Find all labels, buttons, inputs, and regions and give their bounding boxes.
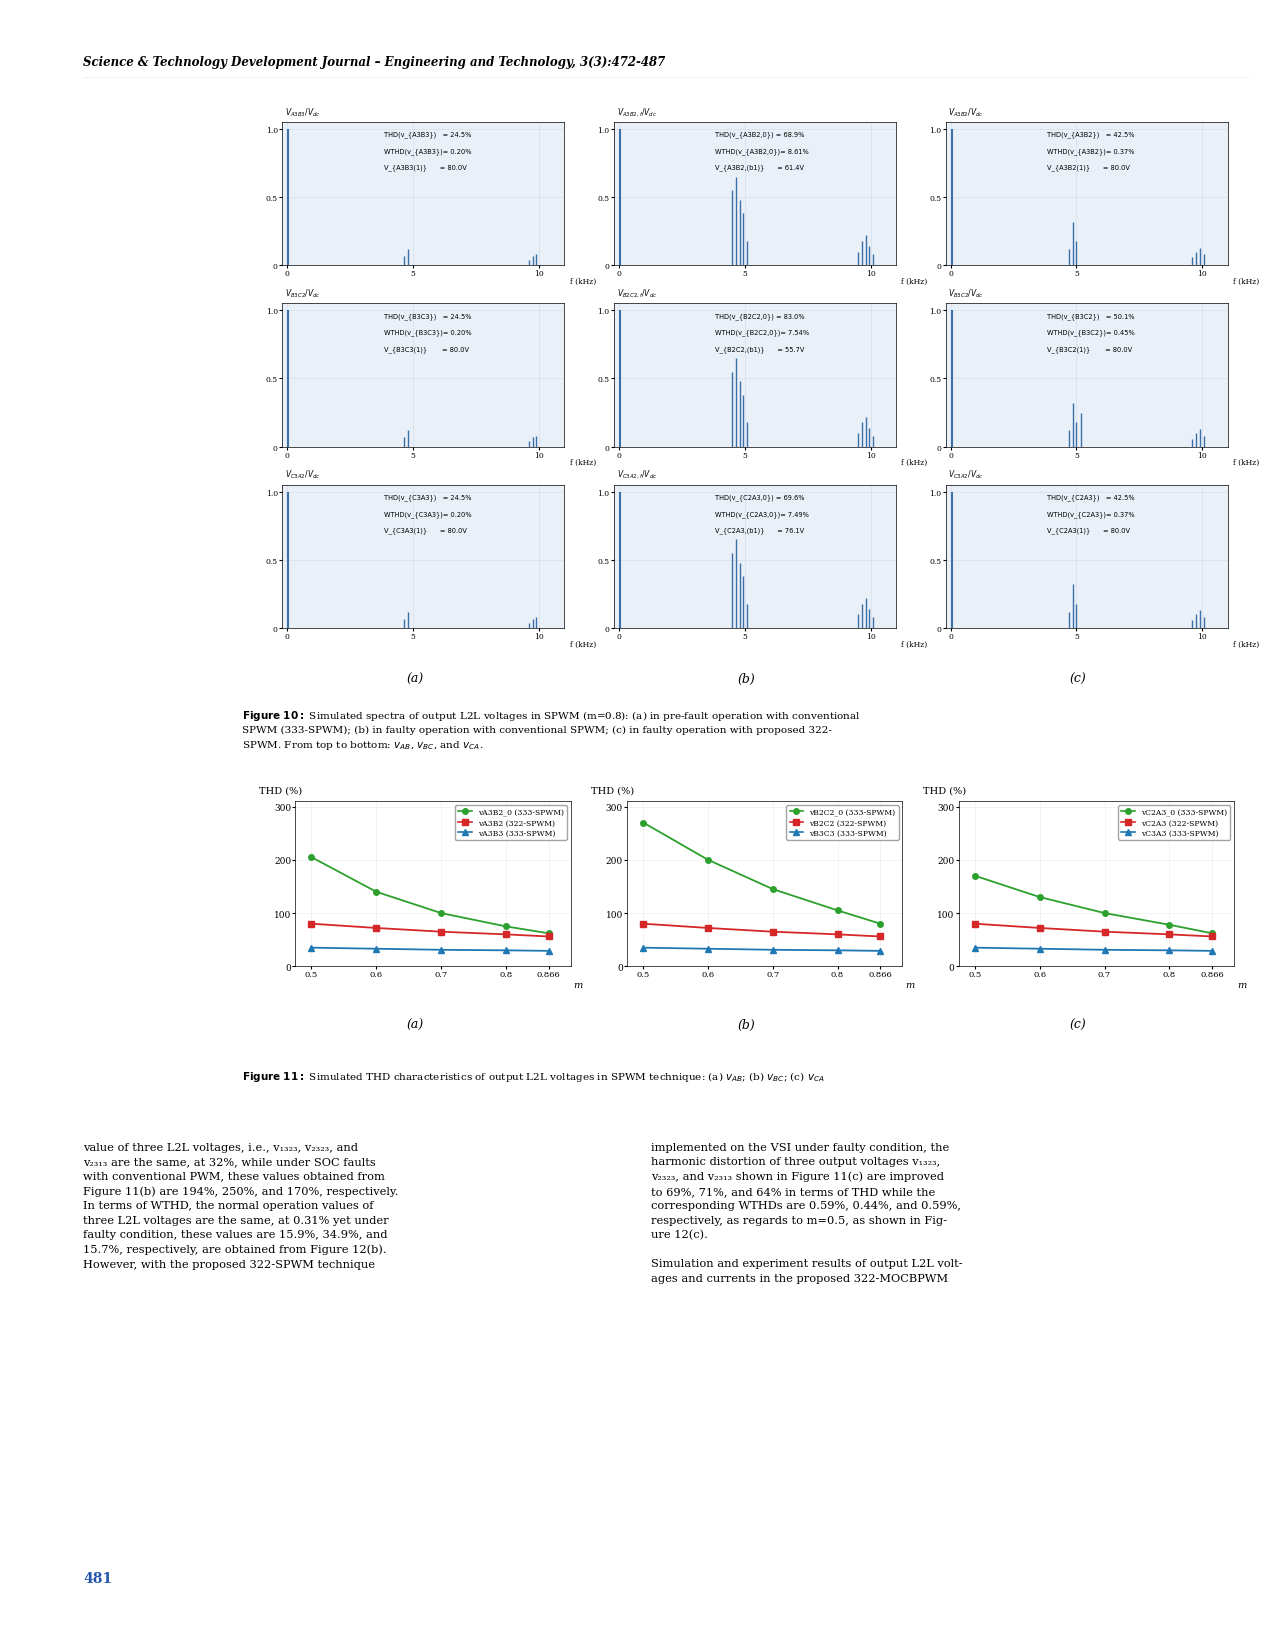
Text: V_{C3A3(1)}      = 80.0V: V_{C3A3(1)} = 80.0V [384,527,467,534]
Text: f (kHz): f (kHz) [569,639,596,648]
Text: (b): (b) [738,1018,755,1032]
Text: $V_{B2C2,f}/V_{dc}$: $V_{B2C2,f}/V_{dc}$ [616,288,657,300]
Text: (b): (b) [738,672,755,686]
Text: $V_{C3A2,f}/V_{dc}$: $V_{C3A2,f}/V_{dc}$ [616,470,657,481]
Text: WTHD(v_{B3C2})= 0.45%: WTHD(v_{B3C2})= 0.45% [1048,330,1134,336]
Text: Science & Technology Development Journal – Engineering and Technology, 3(3):472-: Science & Technology Development Journal… [83,56,665,69]
Text: 481: 481 [83,1571,112,1585]
Text: V_{C2A3(1)}      = 80.0V: V_{C2A3(1)} = 80.0V [1048,527,1131,534]
Text: WTHD(v_{B2C2,0})= 7.54%: WTHD(v_{B2C2,0})= 7.54% [716,330,809,336]
Text: f (kHz): f (kHz) [901,458,928,466]
Text: THD(v_{B3C2})   = 50.1%: THD(v_{B3C2}) = 50.1% [1048,313,1134,320]
Legend: vC2A3_0 (333-SPWM), vC2A3 (322-SPWM), vC3A3 (333-SPWM): vC2A3_0 (333-SPWM), vC2A3 (322-SPWM), vC… [1118,806,1230,840]
Text: WTHD(v_{C2A3})= 0.37%: WTHD(v_{C2A3})= 0.37% [1048,511,1134,517]
Text: f (kHz): f (kHz) [1233,458,1259,466]
Text: $V_{C3A2}/V_{dc}$: $V_{C3A2}/V_{dc}$ [285,468,320,481]
Text: $V_{A3B2}/V_{dc}$: $V_{A3B2}/V_{dc}$ [948,105,984,119]
Text: $V_{C3A2}/V_{dc}$: $V_{C3A2}/V_{dc}$ [948,468,984,481]
Text: $V_{A3B3}/V_{dc}$: $V_{A3B3}/V_{dc}$ [285,105,320,119]
Text: value of three L2L voltages, i.e., v₁₃₂₃, v₂₃₂₃, and
v₂₃₁₃ are the same, at 32%,: value of three L2L voltages, i.e., v₁₃₂₃… [83,1142,398,1269]
Text: (c): (c) [1069,672,1087,686]
Text: THD(v_{B3C3})   = 24.5%: THD(v_{B3C3}) = 24.5% [384,313,471,320]
Text: f (kHz): f (kHz) [1233,639,1259,648]
Text: (a): (a) [406,1018,424,1032]
Text: THD (%): THD (%) [591,786,634,794]
Text: V_{B2C2,(b1)}      = 55.7V: V_{B2C2,(b1)} = 55.7V [716,346,805,353]
Text: $V_{A3B2,f}/V_{dc}$: $V_{A3B2,f}/V_{dc}$ [616,107,657,119]
Text: V_{B3C2(1)}       = 80.0V: V_{B3C2(1)} = 80.0V [1048,346,1132,353]
Text: f (kHz): f (kHz) [569,458,596,466]
Text: V_{A3B2,(b1)}      = 61.4V: V_{A3B2,(b1)} = 61.4V [716,165,804,171]
Text: WTHD(v_{A3B2,0})= 8.61%: WTHD(v_{A3B2,0})= 8.61% [716,148,809,155]
Text: (a): (a) [406,672,424,686]
Text: WTHD(v_{C3A3})= 0.20%: WTHD(v_{C3A3})= 0.20% [384,511,471,517]
Text: f (kHz): f (kHz) [901,277,928,285]
Text: $\bf{Figure\ 10:}$ Simulated spectra of output L2L voltages in SPWM (m=0.8): (a): $\bf{Figure\ 10:}$ Simulated spectra of … [242,709,861,751]
Text: $V_{B3C2}/V_{dc}$: $V_{B3C2}/V_{dc}$ [285,287,320,300]
Text: THD(v_{A3B2,0}) = 68.9%: THD(v_{A3B2,0}) = 68.9% [716,132,805,138]
Text: (c): (c) [1069,1018,1087,1032]
Text: THD(v_{A3B2})   = 42.5%: THD(v_{A3B2}) = 42.5% [1048,132,1134,138]
Text: f (kHz): f (kHz) [569,277,596,285]
Text: THD (%): THD (%) [259,786,302,794]
Text: WTHD(v_{B3C3})= 0.20%: WTHD(v_{B3C3})= 0.20% [384,330,471,336]
Text: THD(v_{C3A3})   = 24.5%: THD(v_{C3A3}) = 24.5% [384,494,471,501]
Text: WTHD(v_{A3B3})= 0.20%: WTHD(v_{A3B3})= 0.20% [384,148,471,155]
Text: f (kHz): f (kHz) [1233,277,1259,285]
Text: m: m [905,981,915,989]
Text: V_{C2A3,(b1)}      = 76.1V: V_{C2A3,(b1)} = 76.1V [716,527,804,534]
Text: V_{A3B2(1)}      = 80.0V: V_{A3B2(1)} = 80.0V [1048,165,1131,171]
Text: implemented on the VSI under faulty condition, the
harmonic distortion of three : implemented on the VSI under faulty cond… [651,1142,962,1282]
Legend: vB2C2_0 (333-SPWM), vB2C2 (322-SPWM), vB3C3 (333-SPWM): vB2C2_0 (333-SPWM), vB2C2 (322-SPWM), vB… [786,806,898,840]
Text: WTHD(v_{C2A3,0})= 7.49%: WTHD(v_{C2A3,0})= 7.49% [716,511,809,517]
Text: WTHD(v_{A3B2})= 0.37%: WTHD(v_{A3B2})= 0.37% [1048,148,1134,155]
Text: THD (%): THD (%) [923,786,966,794]
Text: V_{A3B3(1)}      = 80.0V: V_{A3B3(1)} = 80.0V [384,165,466,171]
Text: $\bf{Figure\ 11:}$ Simulated THD characteristics of output L2L voltages in SPWM : $\bf{Figure\ 11:}$ Simulated THD charact… [242,1070,826,1083]
Text: THD(v_{A3B3})   = 24.5%: THD(v_{A3B3}) = 24.5% [384,132,471,138]
Text: THD(v_{C2A3,0}) = 69.6%: THD(v_{C2A3,0}) = 69.6% [716,494,805,501]
Text: f (kHz): f (kHz) [901,639,928,648]
Text: $V_{B3C2}/V_{dc}$: $V_{B3C2}/V_{dc}$ [948,287,984,300]
Text: THD(v_{C2A3})   = 42.5%: THD(v_{C2A3}) = 42.5% [1048,494,1134,501]
Text: V_{B3C3(1)}       = 80.0V: V_{B3C3(1)} = 80.0V [384,346,468,353]
Text: THD(v_{B2C2,0}) = 83.0%: THD(v_{B2C2,0}) = 83.0% [716,313,805,320]
Text: m: m [1236,981,1247,989]
Text: m: m [573,981,583,989]
Legend: vA3B2_0 (333-SPWM), vA3B2 (322-SPWM), vA3B3 (333-SPWM): vA3B2_0 (333-SPWM), vA3B2 (322-SPWM), vA… [454,806,567,840]
